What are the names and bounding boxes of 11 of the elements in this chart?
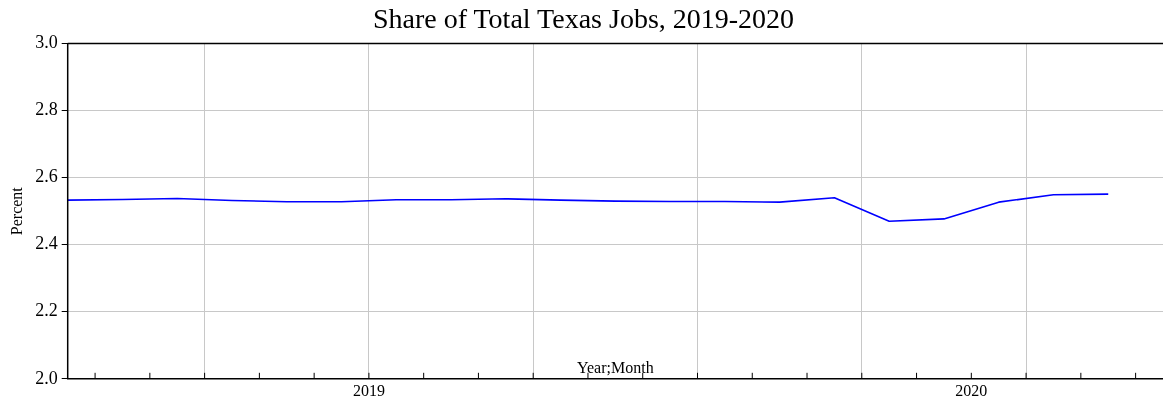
y-tick-label: 2.4 — [35, 233, 58, 254]
y-tick-label: 2.2 — [35, 300, 58, 321]
y-tick-label: 2.6 — [35, 166, 58, 187]
y-tick-label: 2.0 — [35, 367, 58, 388]
y-tick-label: 3.0 — [35, 32, 58, 53]
y-axis-title: Percent — [7, 186, 25, 236]
x-axis-title: Year;Month — [577, 359, 654, 376]
x-tick-label: 2019 — [352, 381, 385, 399]
y-tick-label: 2.8 — [35, 99, 58, 120]
chart-title: Share of Total Texas Jobs, 2019-2020 — [372, 3, 795, 35]
x-tick-label: 2020 — [955, 381, 988, 399]
